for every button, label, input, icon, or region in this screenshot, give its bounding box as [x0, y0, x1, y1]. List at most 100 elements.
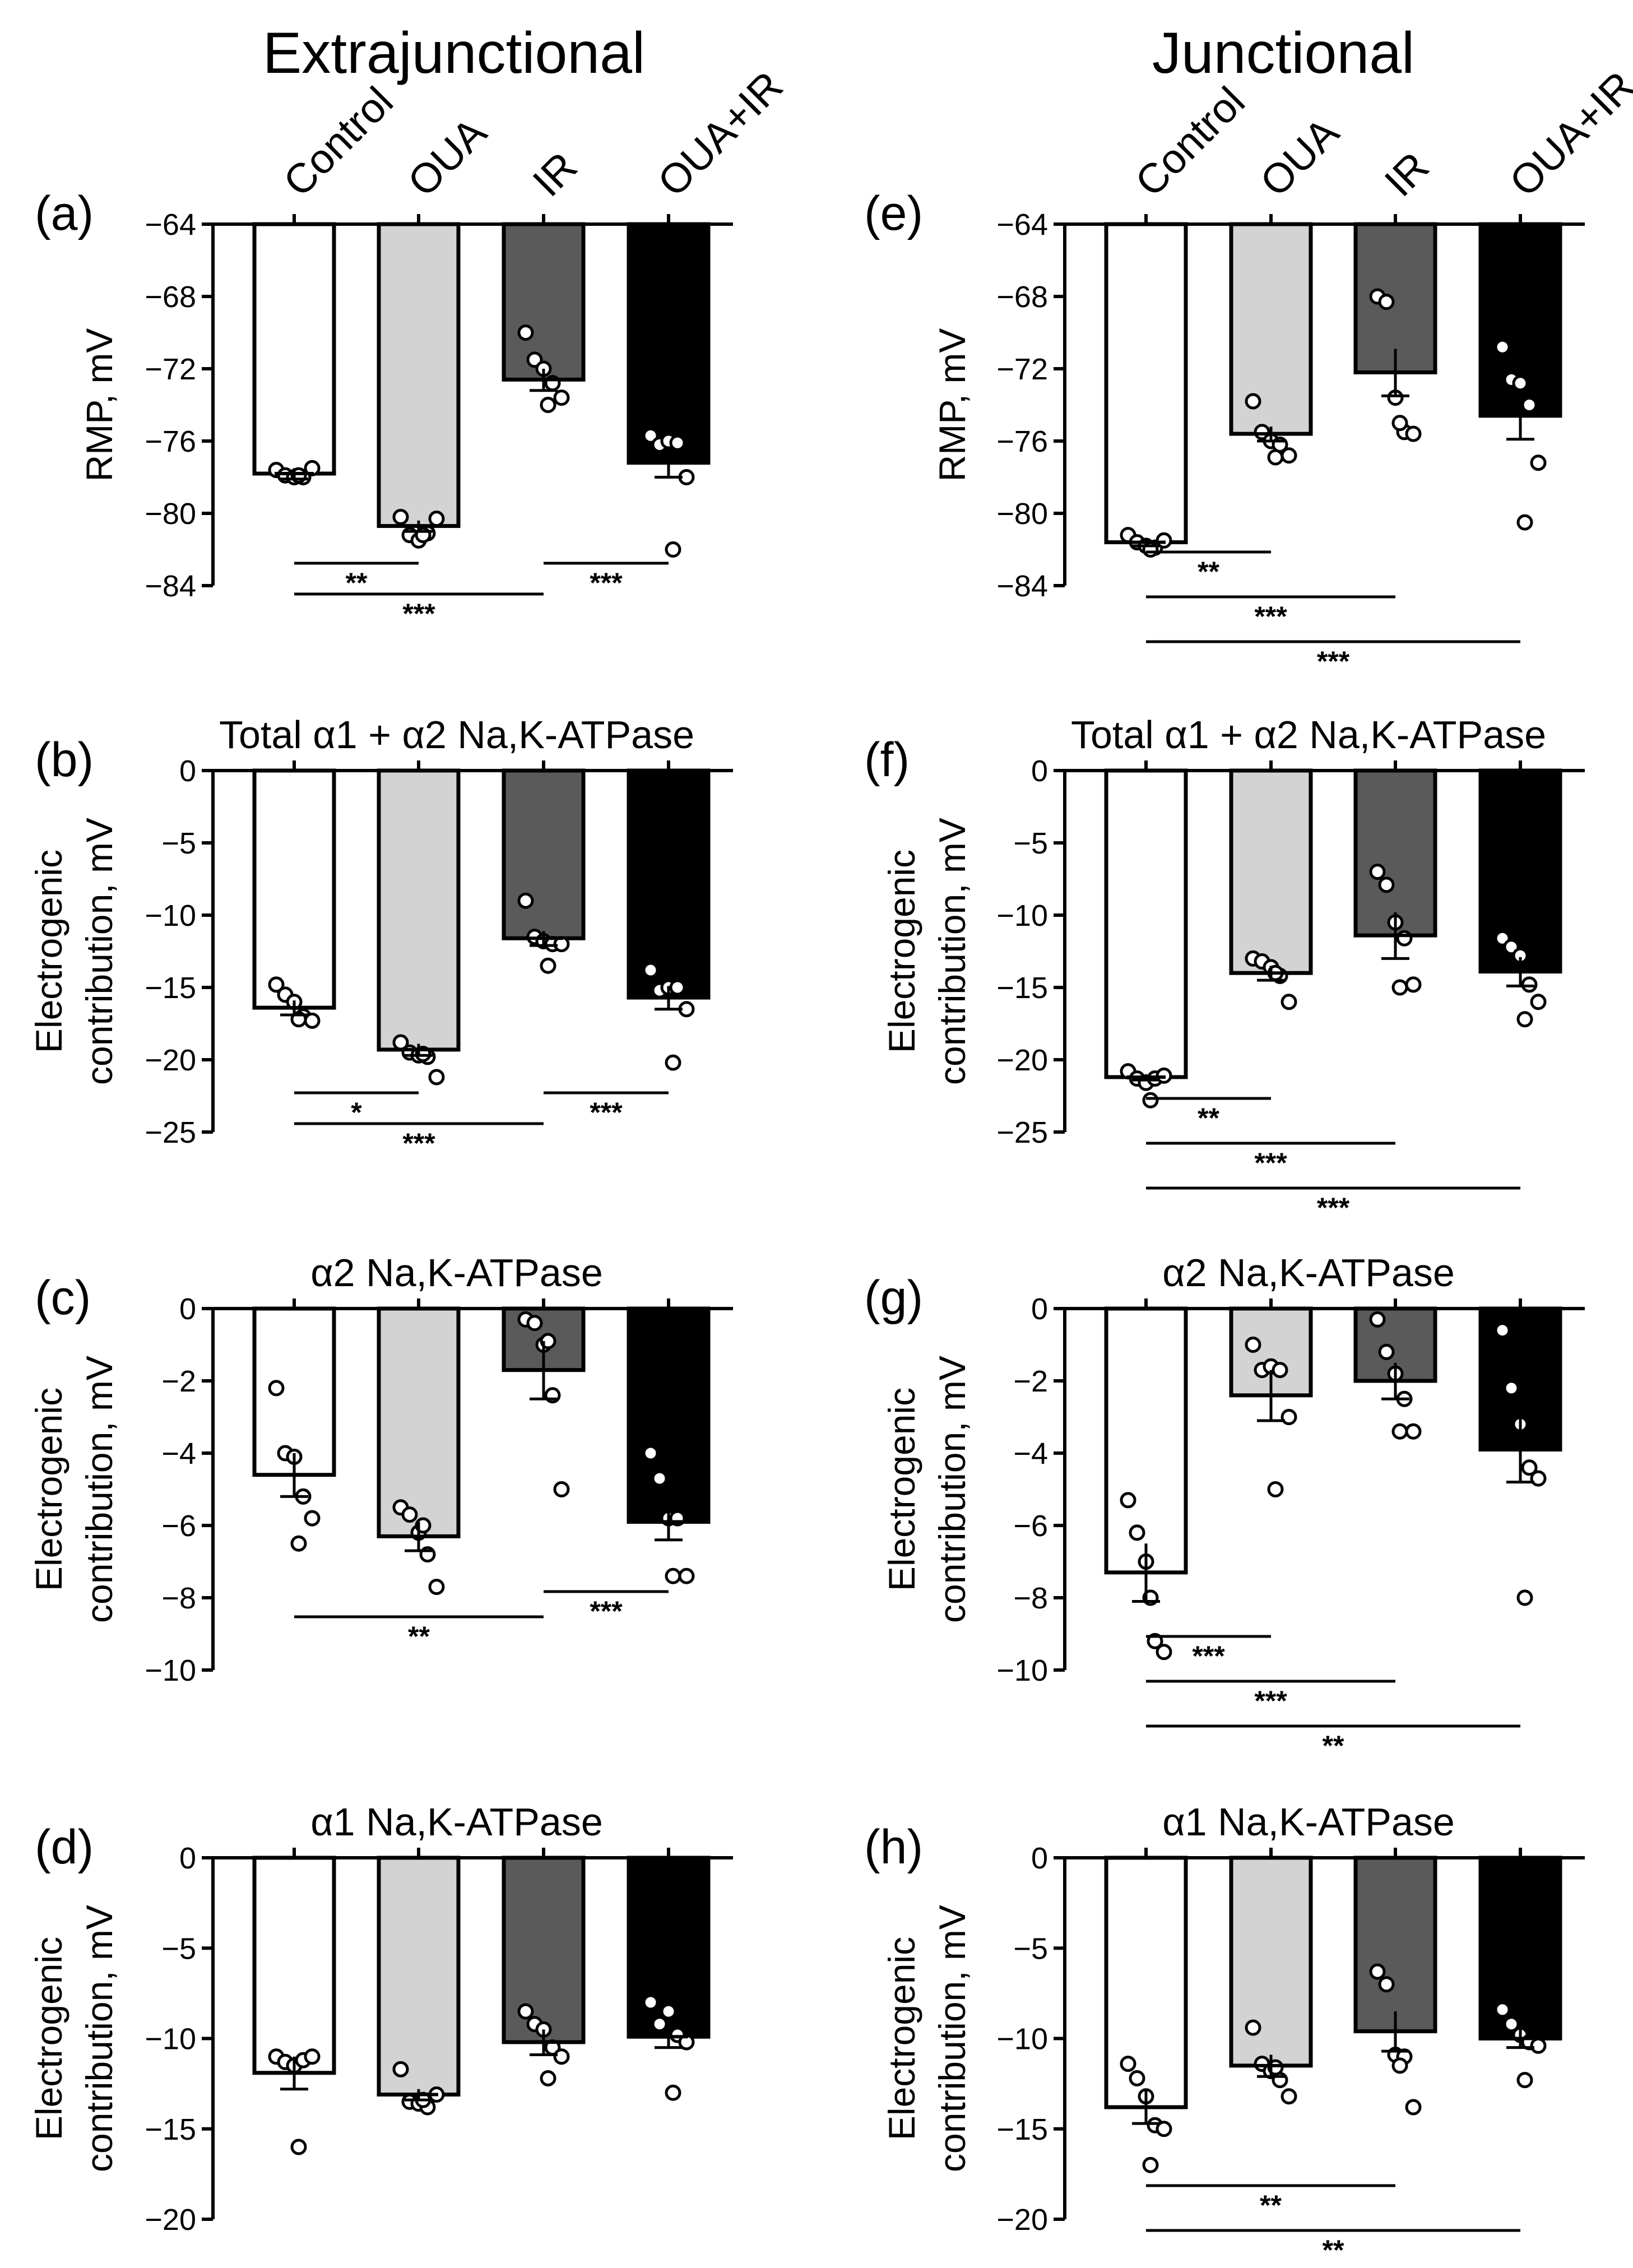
point-e-2-1	[1378, 294, 1395, 310]
condition-label-control: Control	[275, 78, 402, 205]
point-h-2-4	[1405, 2099, 1422, 2116]
condition-label-control: Control	[1126, 78, 1254, 205]
panel-letter-h: (h)	[864, 1820, 923, 1874]
sig-label-b-1: ***	[402, 1128, 435, 1159]
bar-f-0	[1104, 768, 1188, 1079]
point-g-1-5	[1267, 1481, 1284, 1497]
y-tick-label-c: −8	[161, 1581, 196, 1615]
y-tick-label-b: −10	[145, 899, 196, 933]
bar-d-0	[252, 1856, 336, 2075]
sig-label-h-1: **	[1323, 2234, 1344, 2266]
y-tick-label-a: −80	[145, 497, 196, 531]
panel-f: (f) Total α1 + α2 Na,K-ATPase Electrogenic…	[864, 713, 1585, 1223]
point-c-0-5	[290, 1535, 307, 1552]
point-h-0-1	[1129, 2070, 1145, 2086]
point-c-1-1	[401, 1506, 418, 1523]
sig-label-e-2: ***	[1317, 646, 1350, 677]
y-tick-label-g: 0	[1031, 1292, 1048, 1326]
y-tick-label-h: −15	[996, 2113, 1048, 2146]
point-h-2-1	[1378, 1976, 1395, 1993]
point-g-0-4	[1156, 1644, 1172, 1661]
y-tick-label-e: −80	[996, 497, 1048, 531]
y-tick-label-d: −20	[145, 2203, 196, 2237]
y-tick-label-f: −25	[996, 1116, 1048, 1149]
condition-label-oua: OUA	[1251, 109, 1348, 206]
bar-b-1	[377, 768, 461, 1052]
point-d-1-0	[392, 2061, 409, 2077]
y-tick-label-f: 0	[1031, 754, 1048, 788]
point-c-3-0	[642, 1445, 659, 1462]
y-tick-label-a: −64	[145, 208, 196, 242]
bar-c-1	[377, 1306, 461, 1538]
y-axis-label-g: Electrogenic	[881, 1388, 922, 1591]
y-tick-label-d: −10	[145, 2023, 196, 2056]
y-tick-label-h: 0	[1031, 1842, 1048, 1875]
point-c-3-1	[651, 1470, 668, 1487]
point-g-3-5	[1516, 1589, 1533, 1606]
point-a-3-5	[665, 541, 681, 558]
point-h-3-5	[1516, 2072, 1533, 2089]
point-h-2-5	[1391, 2057, 1408, 2074]
y-tick-label-e: −64	[996, 208, 1048, 242]
point-c-2-1	[526, 1315, 543, 1332]
column-title-junctional: Junctional	[1152, 21, 1414, 86]
condition-label-ir: IR	[524, 143, 586, 205]
y-tick-label-c: −6	[161, 1509, 196, 1543]
bar-g-0	[1104, 1306, 1188, 1575]
bar-c-3	[627, 1306, 711, 1524]
point-f-1-4	[1281, 994, 1297, 1010]
point-c-0-0	[268, 1380, 285, 1397]
panel-letter-f: (f)	[864, 733, 910, 787]
bar-d-1	[377, 1856, 461, 2097]
point-e-1-4	[1281, 447, 1297, 464]
y-axis-label-c: Electrogenic	[28, 1388, 69, 1591]
y-tick-label-b: −15	[145, 971, 196, 1005]
panel-h: (h) α1 Na,K-ATPase Electrogenic contributio…	[864, 1800, 1585, 2266]
point-b-3-0	[642, 962, 659, 978]
y-tick-label-e: −84	[996, 569, 1048, 603]
point-c-1-4	[428, 1579, 445, 1596]
point-h-3-4	[1530, 2037, 1547, 2054]
point-c-3-5	[665, 1567, 681, 1584]
sig-label-a-2: ***	[590, 567, 623, 599]
point-e-2-4	[1405, 425, 1422, 442]
point-g-3-3	[1521, 1459, 1538, 1476]
bar-b-3	[627, 768, 711, 1000]
sig-label-c-1: ***	[590, 1596, 623, 1627]
point-e-3-4	[1530, 454, 1547, 471]
point-d-0-5	[290, 2139, 307, 2155]
y-tick-label-c: −2	[161, 1365, 196, 1398]
y-axis-label-f: Electrogenic	[881, 850, 922, 1053]
panel-b: (b) Total α1 + α2 Na,K-ATPase Electrogenic…	[28, 713, 733, 1159]
point-d-3-5	[665, 2084, 681, 2101]
point-g-1-4	[1281, 1409, 1297, 1425]
point-d-0-4	[304, 2048, 321, 2065]
bar-e-1	[1229, 222, 1313, 436]
y-tick-label-d: 0	[179, 1842, 196, 1875]
y-tick-label-f: −20	[996, 1043, 1048, 1077]
point-f-3-5	[1516, 1011, 1533, 1028]
y-tick-label-f: −15	[996, 971, 1048, 1005]
point-f-0-5	[1142, 1092, 1159, 1109]
point-a-2-5	[540, 397, 556, 413]
y-tick-label-a: −72	[145, 353, 196, 386]
point-b-1-4	[428, 1069, 445, 1086]
sig-label-b-0: *	[351, 1097, 362, 1128]
point-a-3-3	[669, 434, 686, 451]
point-a-1-0	[392, 508, 409, 525]
point-g-3-0	[1494, 1322, 1511, 1339]
y-axis-label-h: Electrogenic	[881, 1937, 922, 2140]
bar-a-3	[627, 222, 711, 465]
y-tick-label-b: −25	[145, 1116, 196, 1149]
point-c-2-4	[553, 1481, 570, 1497]
panel-title-g: α2 Na,K-ATPase	[1162, 1251, 1455, 1295]
point-f-3-3	[1521, 976, 1538, 993]
point-f-2-1	[1378, 876, 1395, 893]
point-d-2-4	[553, 2048, 570, 2065]
point-g-2-5	[1391, 1423, 1408, 1440]
bar-f-2	[1353, 768, 1437, 938]
panel-d: (d) α1 Na,K-ATPase Electrogenic contributio…	[28, 1800, 733, 2237]
sig-label-g-0: ***	[1192, 1640, 1225, 1672]
bar-a-0	[252, 222, 336, 476]
